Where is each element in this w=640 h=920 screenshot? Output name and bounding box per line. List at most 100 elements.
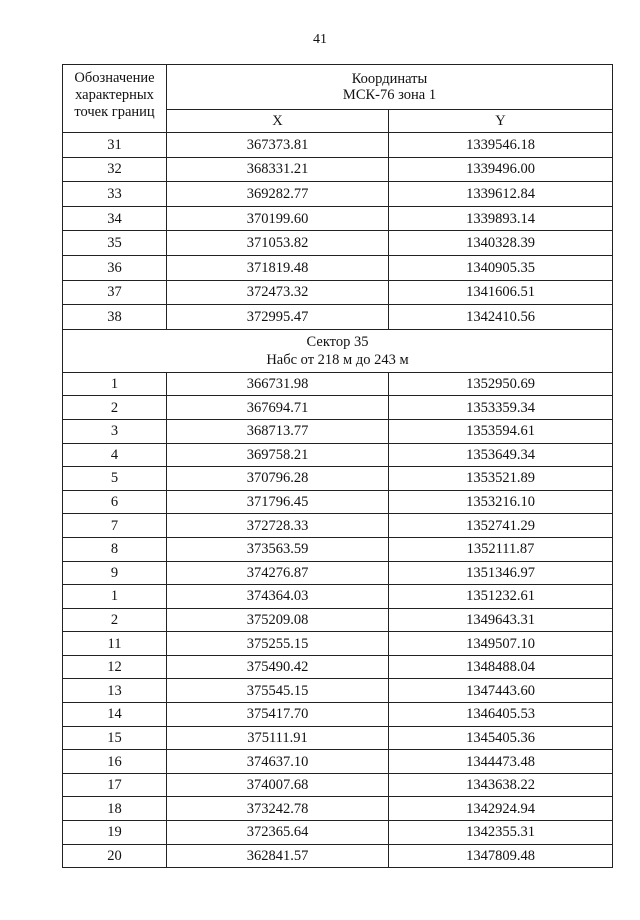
point-number-cell: 1	[62, 371, 167, 397]
point-number-cell: 8	[62, 536, 167, 562]
point-number-cell: 20	[62, 843, 167, 869]
x-coordinate-cell: 374276.87	[166, 560, 389, 586]
x-coordinate-cell: 373563.59	[166, 536, 389, 562]
x-coordinate-cell: 370199.60	[166, 205, 389, 232]
point-number-cell: 11	[62, 631, 167, 656]
coordinates-header: Координаты МСК-76 зона 1	[166, 64, 613, 110]
point-number-cell: 1	[62, 584, 167, 609]
point-number-cell: 36	[62, 254, 167, 281]
point-number-cell: 17	[62, 772, 167, 798]
coordinates-title: Координаты	[351, 71, 428, 87]
page-number: 41	[313, 32, 327, 47]
table-row: 18 373242.78 1342924.94	[62, 796, 613, 822]
point-number-cell: 15	[62, 725, 167, 751]
point-number-cell: 12	[62, 654, 167, 680]
x-coordinate-cell: 369758.21	[166, 442, 389, 468]
sector-altitude-range: Набс от 218 м до 243 м	[266, 351, 409, 368]
point-number-cell: 2	[62, 395, 167, 420]
y-coordinate-cell: 1340328.39	[388, 230, 613, 256]
table-row: 2 375209.08 1349643.31	[62, 607, 613, 633]
table-row: 20 362841.57 1347809.48	[62, 843, 613, 869]
point-number-cell: 32	[62, 156, 167, 183]
table-row: 1 374364.03 1351232.61	[62, 584, 613, 609]
x-coordinate-cell: 372365.64	[166, 820, 389, 845]
x-coordinate-cell: 370796.28	[166, 466, 389, 491]
y-coordinate-cell: 1352111.87	[388, 536, 613, 562]
y-coordinate-cell: 1353594.61	[388, 418, 613, 444]
point-number-cell: 5	[62, 466, 167, 491]
y-coordinate-cell: 1342355.31	[388, 820, 613, 845]
x-coordinate-cell: 371819.48	[166, 254, 389, 281]
y-coordinate-cell: 1349643.31	[388, 607, 613, 633]
point-number-cell: 13	[62, 678, 167, 704]
table-row: 38 372995.47 1342410.56	[62, 304, 613, 330]
x-coordinate-cell: 369282.77	[166, 181, 389, 207]
table-row: 14 375417.70 1346405.53	[62, 702, 613, 727]
table-row: 34 370199.60 1339893.14	[62, 205, 613, 232]
table-row: 9 374276.87 1351346.97	[62, 560, 613, 586]
table-row: 3 368713.77 1353594.61	[62, 418, 613, 444]
axis-header-row: X Y	[63, 109, 613, 133]
table-row: 15 375111.91 1345405.36	[62, 725, 613, 751]
table-row: 4 369758.21 1353649.34	[62, 442, 613, 468]
point-number-cell: 31	[62, 132, 167, 158]
point-number-cell: 18	[62, 796, 167, 822]
y-coordinate-cell: 1351346.97	[388, 560, 613, 586]
y-coordinate-cell: 1339546.18	[388, 132, 613, 158]
point-number-cell: 3	[62, 418, 167, 444]
point-label-header: Обозначение характерных точек границ	[62, 64, 167, 133]
x-coordinate-cell: 375209.08	[166, 607, 389, 633]
x-coordinate-cell: 374007.68	[166, 772, 389, 798]
coordinates-table: Обозначение характерных точек границ Коо…	[62, 64, 613, 869]
x-coordinate-cell: 373242.78	[166, 796, 389, 822]
table-row: 13 375545.15 1347443.60	[62, 678, 613, 704]
y-coordinate-cell: 1353521.89	[388, 466, 613, 491]
point-number-cell: 34	[62, 205, 167, 232]
x-coordinate-cell: 368331.21	[166, 156, 389, 183]
y-coordinate-cell: 1342410.56	[388, 304, 613, 330]
x-header: X	[166, 109, 389, 133]
y-coordinate-cell: 1353649.34	[388, 442, 613, 468]
point-number-cell: 19	[62, 820, 167, 845]
x-coordinate-cell: 375255.15	[166, 631, 389, 656]
y-coordinate-cell: 1341606.51	[388, 279, 613, 306]
table-row: 31 367373.81 1339546.18	[62, 132, 613, 158]
y-coordinate-cell: 1340905.35	[388, 254, 613, 281]
table-row: 8 373563.59 1352111.87	[62, 536, 613, 562]
table-row: 2 367694.71 1353359.34	[62, 395, 613, 420]
table-row: 5 370796.28 1353521.89	[62, 466, 613, 491]
table-row: 19 372365.64 1342355.31	[62, 820, 613, 845]
x-coordinate-cell: 372728.33	[166, 513, 389, 538]
x-coordinate-cell: 374364.03	[166, 584, 389, 609]
x-coordinate-cell: 366731.98	[166, 371, 389, 397]
y-coordinate-cell: 1353216.10	[388, 489, 613, 515]
y-coordinate-cell: 1347443.60	[388, 678, 613, 704]
x-coordinate-cell: 362841.57	[166, 843, 389, 869]
x-coordinate-cell: 375111.91	[166, 725, 389, 751]
table-row: 12 375490.42 1348488.04	[62, 654, 613, 680]
y-header: Y	[388, 109, 613, 133]
y-coordinate-cell: 1353359.34	[388, 395, 613, 420]
table-row: 35 371053.82 1340328.39	[62, 230, 613, 256]
point-number-cell: 38	[62, 304, 167, 330]
x-coordinate-cell: 371796.45	[166, 489, 389, 515]
point-number-cell: 6	[62, 489, 167, 515]
sector-header: Сектор 35 Набс от 218 м до 243 м	[62, 328, 613, 373]
x-coordinate-cell: 374637.10	[166, 749, 389, 774]
table-row: 1 366731.98 1352950.69	[62, 371, 613, 397]
point-number-cell: 33	[62, 181, 167, 207]
table-row: 32 368331.21 1339496.00	[62, 156, 613, 183]
y-coordinate-cell: 1342924.94	[388, 796, 613, 822]
y-coordinate-cell: 1351232.61	[388, 584, 613, 609]
x-coordinate-cell: 367373.81	[166, 132, 389, 158]
y-coordinate-cell: 1347809.48	[388, 843, 613, 869]
point-number-cell: 7	[62, 513, 167, 538]
x-coordinate-cell: 372473.32	[166, 279, 389, 306]
table-row: 6 371796.45 1353216.10	[62, 489, 613, 515]
y-coordinate-cell: 1339612.84	[388, 181, 613, 207]
point-number-cell: 4	[62, 442, 167, 468]
x-coordinate-cell: 375490.42	[166, 654, 389, 680]
table-row: 37 372473.32 1341606.51	[62, 279, 613, 306]
table-row: 17 374007.68 1343638.22	[62, 772, 613, 798]
y-coordinate-cell: 1339893.14	[388, 205, 613, 232]
